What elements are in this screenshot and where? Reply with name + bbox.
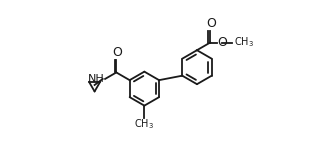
- Text: NH: NH: [88, 74, 104, 84]
- Text: CH$_3$: CH$_3$: [234, 35, 254, 49]
- Text: O: O: [112, 46, 122, 59]
- Text: CH$_3$: CH$_3$: [134, 117, 154, 131]
- Text: O: O: [206, 17, 216, 30]
- Text: O: O: [218, 36, 228, 49]
